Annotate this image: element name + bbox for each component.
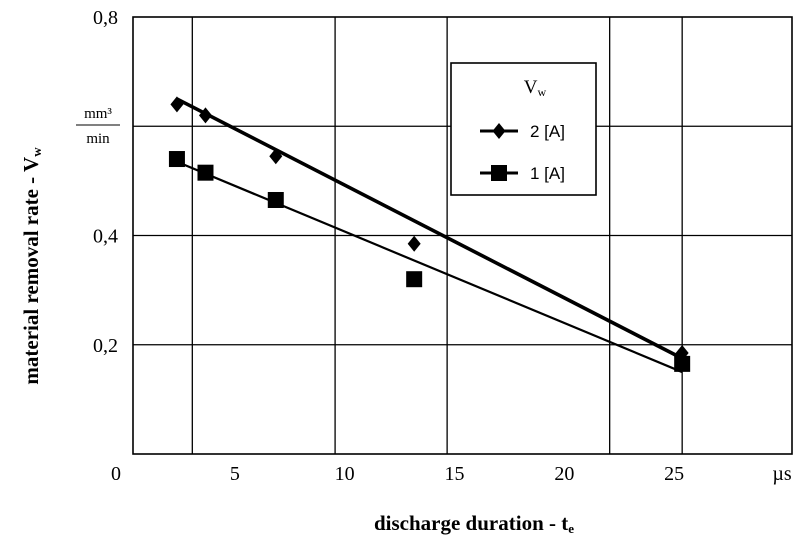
- y-axis-label-subscript: w: [29, 147, 44, 157]
- data-point-square: [168, 151, 185, 168]
- x-tick-label: 10: [335, 463, 355, 485]
- y-tick-label: 0,2: [93, 335, 118, 357]
- y-tick-label: 0,4: [93, 226, 118, 248]
- legend-label: 1 [A]: [530, 164, 565, 183]
- plot-area: [132, 16, 793, 455]
- data-point-diamond: [269, 148, 283, 165]
- legend-box: [450, 62, 597, 196]
- legend-marker-square: [491, 165, 507, 181]
- y-tick-label: 0,8: [93, 7, 118, 29]
- x-tick-label: 15: [445, 463, 465, 485]
- x-axis-label: discharge duration - te: [374, 511, 574, 535]
- data-point-square: [267, 191, 284, 208]
- data-point-diamond: [407, 235, 421, 252]
- legend-title: Vw: [524, 77, 547, 99]
- fit-line-1: [176, 97, 683, 361]
- data-point-diamond: [198, 107, 212, 124]
- x-tick-label: 0: [111, 463, 121, 485]
- legend-marker-diamond: [492, 123, 506, 139]
- legend-entries: 2 [A] 1 [A]: [480, 122, 565, 183]
- x-tick-labels: 0 5 10 15 20 25: [111, 463, 684, 485]
- data-point-diamond: [170, 96, 184, 113]
- x-tick-label: 25: [664, 463, 684, 485]
- data-point-square: [406, 271, 423, 288]
- y-unit-denominator: min: [86, 131, 110, 147]
- fit-lines: [176, 97, 683, 374]
- data-point-square: [197, 164, 214, 181]
- y-tick-labels: 0,2 0,4 0,8: [93, 7, 118, 357]
- x-tick-label: 5: [230, 463, 240, 485]
- grid-layer: [133, 17, 792, 454]
- y-unit-numerator: mm³: [84, 106, 112, 122]
- y-axis-label: material removal rate - Vw: [19, 147, 44, 385]
- x-unit-label: µs: [772, 463, 792, 485]
- x-axis-label-subscript: e: [568, 521, 574, 535]
- legend: Vw 2 [A] 1 [A]: [450, 62, 597, 196]
- fit-line-2: [176, 160, 683, 374]
- legend-label: 2 [A]: [530, 122, 565, 141]
- data-point-square: [674, 355, 691, 372]
- legend-title-subscript: w: [538, 85, 547, 99]
- data-points: [168, 96, 691, 372]
- x-tick-label: 20: [554, 463, 574, 485]
